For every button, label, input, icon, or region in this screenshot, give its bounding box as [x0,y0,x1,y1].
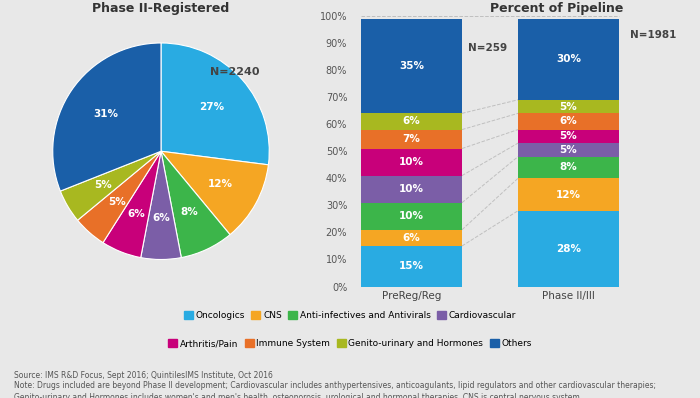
Text: 8%: 8% [559,162,578,172]
Text: 5%: 5% [94,180,112,190]
Text: 15%: 15% [399,261,424,271]
Legend: Oncologics, CNS, Anti-infectives and Antivirals, Cardiovascular: Oncologics, CNS, Anti-infectives and Ant… [181,308,519,324]
Text: 5%: 5% [559,131,578,141]
Wedge shape [141,151,181,259]
Bar [361,113,462,130]
Text: 35%: 35% [399,61,424,71]
Bar [361,130,462,148]
Bar [518,178,619,211]
Wedge shape [78,151,161,243]
Bar [361,203,462,230]
Wedge shape [161,151,268,235]
Bar [518,19,619,100]
Bar [361,19,462,113]
Text: N=2240: N=2240 [210,67,259,78]
Text: 12%: 12% [207,179,232,189]
Text: 6%: 6% [559,117,578,127]
Text: 6%: 6% [127,209,145,219]
Text: 30%: 30% [556,54,581,64]
Text: N=259: N=259 [468,43,507,53]
Text: 28%: 28% [556,244,581,254]
Bar [361,176,462,203]
Bar [361,148,462,176]
Bar [518,143,619,157]
Text: 6%: 6% [402,117,421,127]
Text: 10%: 10% [399,184,424,194]
Text: 5%: 5% [559,145,578,155]
Text: 8%: 8% [181,207,199,217]
Title: Phase II-Registered: Phase II-Registered [92,2,230,15]
Text: 6%: 6% [402,233,421,243]
Text: 10%: 10% [399,157,424,167]
Text: Percent of Pipeline: Percent of Pipeline [490,2,624,15]
Bar [361,230,462,246]
Wedge shape [60,151,161,220]
Bar [361,246,462,287]
Legend: Arthritis/Pain, Immune System, Genito-urinary and Hormones, Others: Arthritis/Pain, Immune System, Genito-ur… [164,336,536,352]
Text: 27%: 27% [199,102,224,112]
Bar [518,113,619,130]
Wedge shape [161,151,230,258]
Text: 5%: 5% [108,197,125,207]
Bar [518,130,619,143]
Text: 10%: 10% [399,211,424,221]
Wedge shape [52,43,161,191]
Text: 12%: 12% [556,189,581,199]
Wedge shape [161,43,270,165]
Text: 5%: 5% [559,101,578,111]
Wedge shape [103,151,161,258]
Bar [518,157,619,178]
Bar [518,211,619,287]
Bar [518,100,619,113]
Text: Note: Drugs included are beyond Phase II development; Cardiovascular includes an: Note: Drugs included are beyond Phase II… [14,381,656,398]
Text: 7%: 7% [402,134,421,144]
Text: N=1981: N=1981 [630,30,676,40]
Text: Source: IMS R&D Focus, Sept 2016; QuintilesIMS Institute, Oct 2016: Source: IMS R&D Focus, Sept 2016; Quinti… [14,371,273,380]
Text: 6%: 6% [152,213,170,223]
Text: 31%: 31% [93,109,118,119]
